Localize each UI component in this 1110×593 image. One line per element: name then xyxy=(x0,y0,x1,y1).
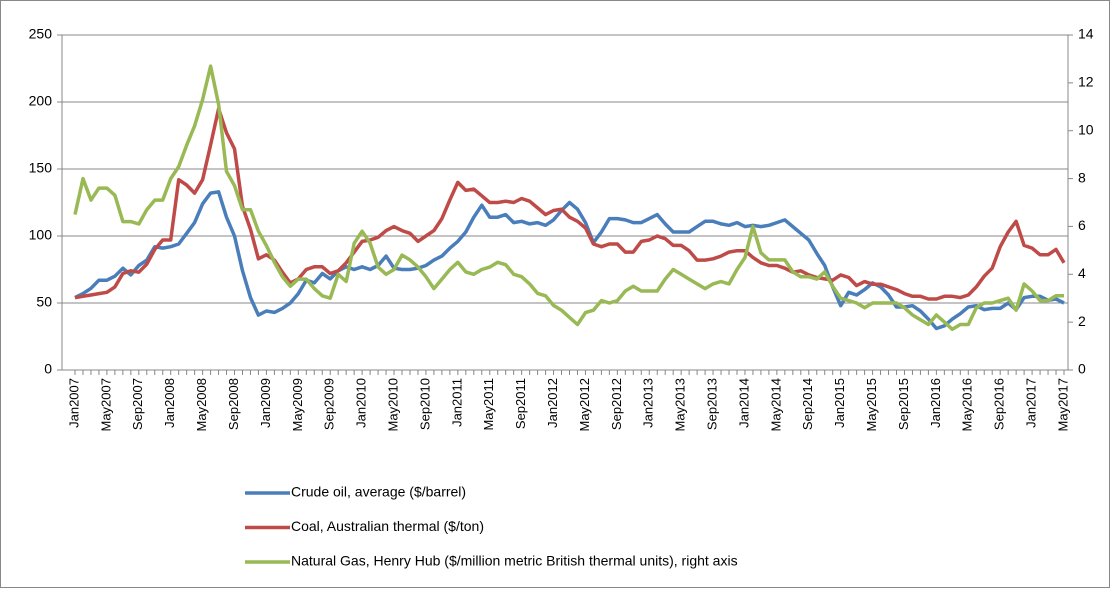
y2-tick-label: 12 xyxy=(1078,74,1094,90)
line-series xyxy=(73,64,1064,332)
y2-tick-label: 8 xyxy=(1078,169,1086,185)
y2-tick-label: 6 xyxy=(1078,217,1086,233)
x-tick-label: Sep2007 xyxy=(130,378,145,430)
y2-tick-label: 4 xyxy=(1078,265,1086,281)
x-tick-label: Jan2016 xyxy=(928,378,943,428)
x-tick-label: Sep2010 xyxy=(417,378,432,430)
x-tick-label: May2009 xyxy=(290,378,305,431)
x-tick-label: Jan2012 xyxy=(545,378,560,428)
x-tick-label: May2007 xyxy=(98,378,113,431)
x-tick-label: Jan2011 xyxy=(449,378,464,427)
x-tick-label: Sep2009 xyxy=(322,378,337,430)
x-tick-label: Jan2015 xyxy=(832,378,847,428)
x-tick-label: Sep2012 xyxy=(609,378,624,430)
x-tick-label: Sep2016 xyxy=(992,378,1007,430)
line-series xyxy=(74,190,1065,331)
y-tick-label: 100 xyxy=(29,227,53,243)
x-tick-label: May2015 xyxy=(864,378,879,431)
y-tick-label: 150 xyxy=(29,160,53,176)
x-tick-label: May2017 xyxy=(1055,378,1070,431)
x-tick-label: Sep2015 xyxy=(896,378,911,430)
x-tick-label: May2016 xyxy=(960,378,975,431)
y2-tick-label: 14 xyxy=(1078,26,1094,42)
line-series xyxy=(74,106,1066,301)
x-tick-label: Sep2013 xyxy=(705,378,720,430)
x-tick-label: May2010 xyxy=(385,378,400,431)
x-tick-label: Jan2010 xyxy=(354,378,369,428)
y-tick-label: 250 xyxy=(29,26,53,42)
x-tick-label: Sep2011 xyxy=(513,378,528,429)
x-tick-label: Jan2008 xyxy=(162,378,177,428)
y2-tick-label: 2 xyxy=(1078,313,1086,329)
legend-label: Natural Gas, Henry Hub ($/million metric… xyxy=(291,553,738,569)
x-tick-label: May2013 xyxy=(673,378,688,431)
legend-label: Coal, Australian thermal ($/ton) xyxy=(291,518,484,534)
x-tick-label: May2014 xyxy=(768,378,783,431)
y2-tick-label: 0 xyxy=(1078,361,1086,377)
x-tick-label: Jan2007 xyxy=(66,378,81,428)
x-tick-label: Jan2014 xyxy=(736,378,751,428)
x-tick-label: May2012 xyxy=(577,378,592,431)
x-tick-label: Jan2013 xyxy=(641,378,656,428)
y2-tick-label: 10 xyxy=(1078,121,1094,137)
y-tick-label: 200 xyxy=(29,93,53,109)
y-tick-label: 0 xyxy=(44,361,52,377)
legend-label: Crude oil, average ($/barrel) xyxy=(291,484,466,500)
x-tick-label: May2008 xyxy=(194,378,209,431)
x-tick-label: Sep2008 xyxy=(226,378,241,430)
x-tick-label: Jan2009 xyxy=(258,378,273,428)
y-tick-label: 50 xyxy=(36,294,52,310)
x-tick-label: Sep2014 xyxy=(800,378,815,430)
x-tick-label: Jan2017 xyxy=(1024,378,1039,428)
x-tick-label: May2011 xyxy=(481,378,496,431)
